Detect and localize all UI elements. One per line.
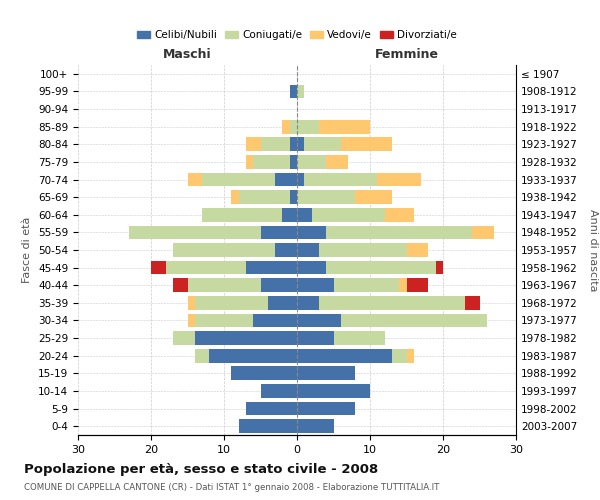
Bar (246, 155, 253, 169)
Bar (195, 314, 253, 328)
Bar (407, 349, 414, 362)
Legend: Celibi/Nubili, Coniugati/e, Vedovi/e, Divorziati/e: Celibi/Nubili, Coniugati/e, Vedovi/e, Di… (133, 26, 461, 44)
Bar (209, 349, 297, 362)
Bar (392, 349, 407, 362)
Bar (187, 296, 195, 310)
Bar (202, 208, 283, 222)
Bar (268, 296, 297, 310)
Bar (436, 260, 443, 274)
Bar (297, 172, 304, 186)
Bar (297, 260, 326, 274)
Bar (319, 120, 370, 134)
Bar (385, 208, 414, 222)
Bar (311, 208, 385, 222)
Bar (407, 278, 428, 292)
Text: Femmine: Femmine (374, 48, 439, 62)
Bar (297, 243, 319, 257)
Bar (297, 314, 341, 328)
Bar (290, 190, 297, 204)
Text: Maschi: Maschi (163, 48, 212, 62)
Bar (319, 243, 407, 257)
Bar (173, 278, 187, 292)
Bar (290, 120, 297, 134)
Y-axis label: Anni di nascita: Anni di nascita (589, 209, 598, 291)
Bar (334, 331, 385, 345)
Bar (188, 172, 202, 186)
Bar (129, 226, 260, 239)
Bar (253, 155, 290, 169)
Text: COMUNE DI CAPPELLA CANTONE (CR) - Dati ISTAT 1° gennaio 2008 - Elaborazione TUTT: COMUNE DI CAPPELLA CANTONE (CR) - Dati I… (24, 482, 439, 492)
Bar (304, 138, 341, 151)
Bar (297, 366, 355, 380)
Bar (166, 260, 246, 274)
Bar (187, 278, 260, 292)
Bar (275, 172, 297, 186)
Bar (260, 138, 290, 151)
Bar (355, 190, 392, 204)
Bar (246, 138, 260, 151)
Bar (297, 120, 319, 134)
Bar (297, 349, 392, 362)
Bar (253, 314, 297, 328)
Bar (334, 278, 399, 292)
Bar (239, 190, 290, 204)
Bar (297, 226, 326, 239)
Bar (283, 120, 290, 134)
Bar (173, 243, 275, 257)
Bar (202, 172, 275, 186)
Bar (151, 260, 166, 274)
Bar (260, 278, 297, 292)
Bar (297, 402, 355, 415)
Bar (326, 260, 436, 274)
Bar (195, 331, 297, 345)
Text: Popolazione per età, sesso e stato civile - 2008: Popolazione per età, sesso e stato civil… (24, 462, 378, 475)
Bar (297, 384, 370, 398)
Bar (246, 260, 297, 274)
Bar (319, 296, 465, 310)
Bar (399, 278, 407, 292)
Bar (290, 138, 297, 151)
Bar (297, 138, 304, 151)
Bar (297, 208, 311, 222)
Y-axis label: Fasce di età: Fasce di età (22, 217, 32, 283)
Bar (297, 331, 334, 345)
Bar (341, 314, 487, 328)
Bar (173, 331, 195, 345)
Bar (472, 226, 494, 239)
Bar (297, 296, 319, 310)
Bar (297, 420, 334, 433)
Bar (377, 172, 421, 186)
Bar (187, 314, 195, 328)
Bar (297, 190, 355, 204)
Bar (195, 296, 268, 310)
Bar (275, 243, 297, 257)
Bar (290, 84, 297, 98)
Bar (465, 296, 479, 310)
Bar (297, 84, 304, 98)
Bar (239, 420, 297, 433)
Bar (232, 190, 239, 204)
Bar (290, 155, 297, 169)
Bar (326, 155, 348, 169)
Bar (297, 278, 334, 292)
Bar (341, 138, 392, 151)
Bar (283, 208, 297, 222)
Bar (326, 226, 472, 239)
Bar (297, 155, 326, 169)
Bar (260, 384, 297, 398)
Bar (195, 349, 209, 362)
Bar (407, 243, 428, 257)
Bar (304, 172, 377, 186)
Bar (246, 402, 297, 415)
Bar (232, 366, 297, 380)
Bar (260, 226, 297, 239)
